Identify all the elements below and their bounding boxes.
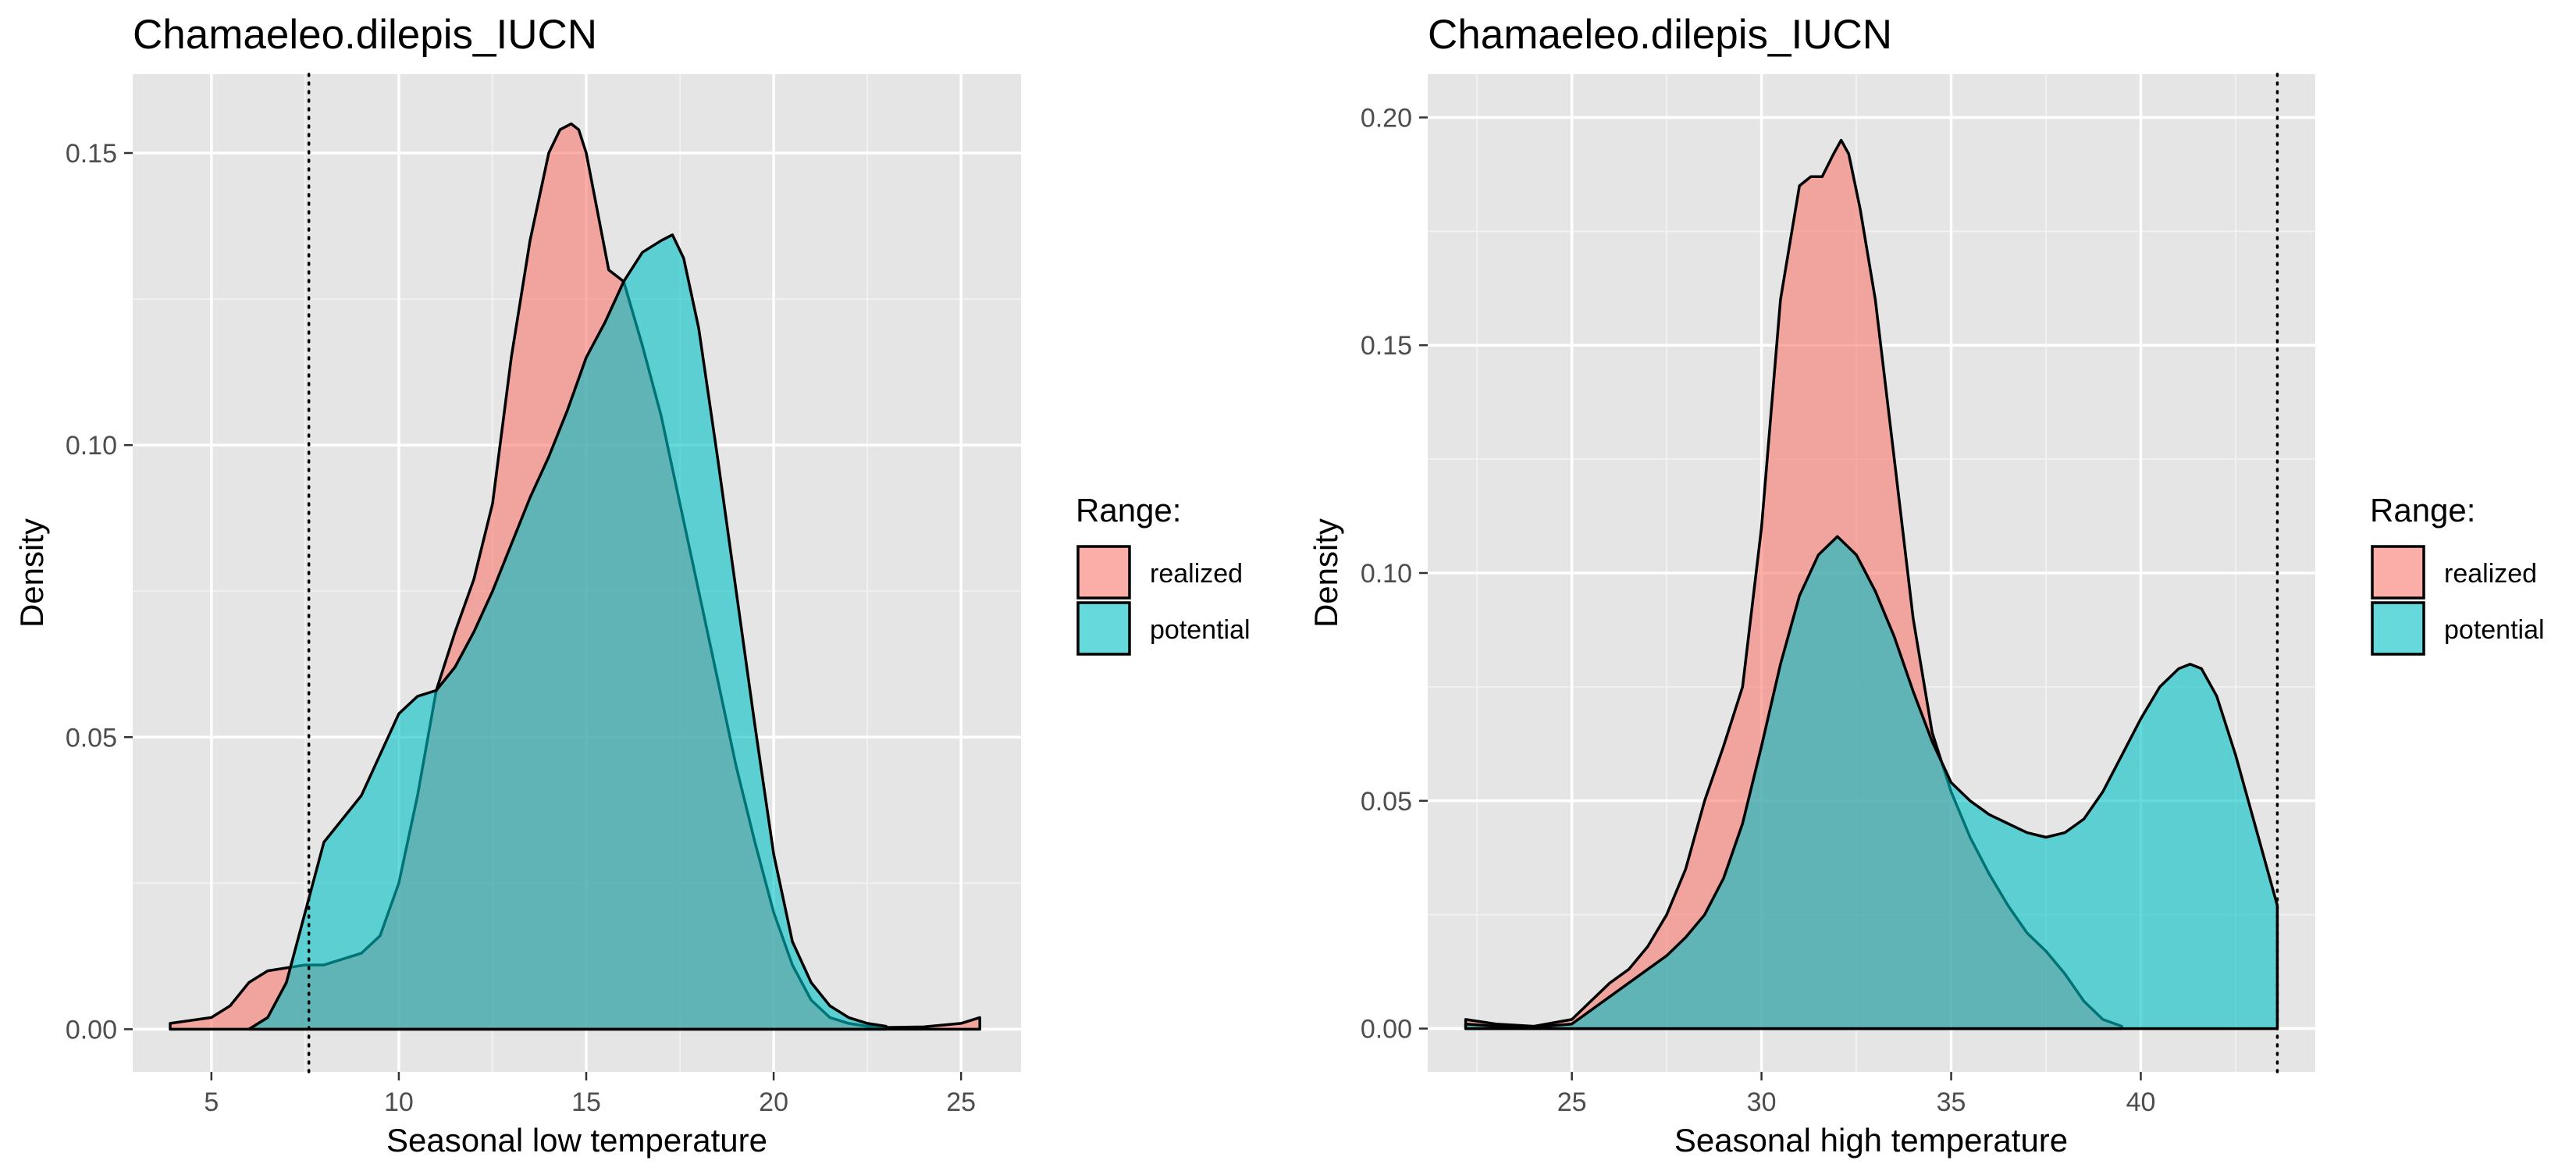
legend: Range: realized potential	[2370, 492, 2545, 656]
left-density-panel: Chamaeleo.dilepis_IUCN 5 10 15 20 25 0.000.0…	[13, 12, 1251, 1159]
y-tick-label: 0.10	[1361, 559, 1412, 589]
x-tick-label: 10	[384, 1087, 414, 1117]
density-series	[169, 122, 981, 1031]
legend: Range: realized potential	[1076, 492, 1251, 656]
right-density-panel: Chamaeleo.dilepis_IUCN 25 30 35 40 0.00 0.05…	[1308, 12, 2545, 1159]
y-tick-label: 0.00	[1361, 1015, 1412, 1045]
legend-label-realized: realized	[2444, 559, 2537, 589]
legend-title: Range:	[2370, 492, 2475, 529]
y-tick-label: 0.15	[1361, 331, 1412, 361]
panel-title: Chamaeleo.dilepis_IUCN	[133, 12, 597, 58]
y-tick-label: 0.20	[1361, 103, 1412, 133]
x-tick-label: 30	[1747, 1087, 1777, 1117]
y-tick-label: 0.05	[1361, 787, 1412, 817]
x-tick-label: 35	[1937, 1087, 1966, 1117]
y-axis: 0.00 0.05 0.10 0.15	[66, 139, 133, 1045]
x-tick-label: 25	[946, 1087, 976, 1117]
legend-title: Range:	[1076, 492, 1181, 529]
legend-label-potential: potential	[2444, 615, 2545, 645]
y-tick-label: 0.05	[66, 723, 117, 753]
legend-label-potential: potential	[1150, 615, 1251, 645]
panel-title: Chamaeleo.dilepis_IUCN	[1428, 12, 1892, 58]
x-tick-label: 40	[2126, 1087, 2156, 1117]
density-series	[1464, 138, 2279, 1030]
x-axis-title: Seasonal high temperature	[1674, 1122, 2068, 1159]
legend-key-potential	[1076, 601, 1131, 656]
x-axis: 5 10 15 20 25	[204, 1072, 976, 1117]
y-axis-title: Density	[13, 518, 50, 628]
legend-key-potential	[2371, 601, 2425, 656]
legend-label-realized: realized	[1150, 559, 1243, 589]
y-axis: 0.00 0.05 0.10 0.15 0.20	[1361, 103, 1428, 1045]
x-axis: 25 30 35 40	[1557, 1072, 2156, 1117]
x-tick-label: 15	[571, 1087, 601, 1117]
legend-key-realized	[1076, 545, 1131, 600]
y-tick-label: 0.15	[66, 139, 117, 169]
density-area-potential	[1464, 535, 2279, 1030]
x-axis-title: Seasonal low temperature	[386, 1122, 767, 1159]
x-tick-label: 20	[759, 1087, 788, 1117]
x-tick-label: 5	[204, 1087, 219, 1117]
legend-key-realized	[2371, 545, 2425, 600]
y-tick-label: 0.00	[66, 1015, 117, 1045]
x-tick-label: 25	[1557, 1087, 1587, 1117]
density-area-potential	[247, 233, 888, 1031]
y-tick-label: 0.10	[66, 431, 117, 461]
y-axis-title: Density	[1308, 518, 1344, 628]
